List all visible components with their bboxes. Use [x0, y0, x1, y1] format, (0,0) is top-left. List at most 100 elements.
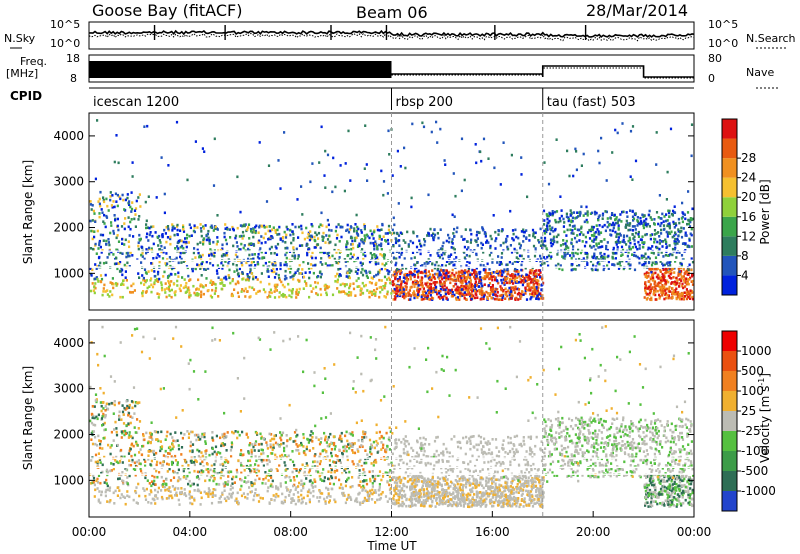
vl-cell-829	[327, 494, 330, 497]
pw-cell-3483	[687, 290, 690, 294]
pw-cell-3577	[660, 286, 663, 290]
pw-cell-2409	[397, 234, 401, 237]
vl-cell-378	[130, 435, 133, 438]
pw-cell-3634	[239, 210, 242, 214]
vl-cell-31	[174, 459, 178, 462]
pw-cell-3176	[650, 218, 653, 221]
pw-cell-2461	[491, 261, 494, 264]
pw-cell-2142	[464, 280, 467, 283]
vl-cell-913	[199, 503, 202, 506]
vl-cell-877	[327, 477, 330, 481]
vl-cell-307	[298, 468, 302, 472]
pw-cell-572	[126, 286, 129, 290]
pw-cell-2946	[591, 211, 594, 215]
vl-cell-138	[115, 455, 118, 459]
vl-cell-607	[371, 470, 374, 473]
pw-cell-238	[360, 238, 363, 241]
pw-cell-397	[113, 205, 116, 209]
pw-cell-3061	[600, 240, 603, 243]
vl-cell-551	[226, 495, 229, 499]
pw-cell-2028	[442, 272, 445, 276]
vl-cell-1056	[378, 486, 381, 489]
vl-cell-385	[93, 405, 96, 408]
pw-cell-2995	[616, 221, 619, 225]
pw-cell-2400	[476, 237, 479, 240]
pw-cell-1163	[311, 256, 314, 260]
pw-cell-827	[313, 235, 316, 239]
pw-cell-3200	[687, 222, 691, 226]
pw-cell-2423	[411, 251, 415, 254]
pw-cell-889	[255, 292, 258, 295]
pw-cell-1361	[196, 226, 199, 229]
pw-cell-2807	[551, 239, 554, 242]
pw-cell-2083	[496, 291, 499, 294]
pw-cell-2272	[475, 275, 478, 278]
pw-cell-2603	[487, 241, 490, 244]
pw-cell-987	[116, 193, 119, 197]
pw-cell-2802	[619, 241, 622, 244]
pw-cell-3439	[665, 296, 668, 300]
pw-cell-2957	[571, 268, 574, 271]
pw-cell-831	[373, 230, 376, 234]
vl-cell-651	[221, 491, 224, 495]
vl-cell-890	[272, 446, 275, 449]
pw-cell-58	[265, 225, 268, 229]
pw-cell-3149	[679, 230, 682, 233]
vl-cell-875	[356, 500, 359, 504]
vl-cell-37	[201, 432, 204, 436]
pw-cell-2840	[595, 242, 598, 246]
vl-cell-914	[362, 488, 365, 491]
vl-cell-702	[231, 482, 234, 485]
vl-cell-425	[92, 474, 95, 478]
vl-cell-309	[108, 500, 111, 504]
pw-cell-2250	[440, 269, 443, 272]
pw-cell-3850	[583, 220, 586, 224]
pw-cell-3	[242, 234, 245, 238]
vl-cell-827	[250, 456, 253, 459]
pw-cell-2591	[452, 232, 455, 235]
pw-cell-1158	[110, 250, 113, 254]
pw-cell-321	[194, 293, 197, 297]
pw-cell-2084	[512, 288, 515, 292]
pw-cell-2492	[517, 257, 520, 261]
pw-cell-3480	[678, 282, 681, 285]
pw-cell-2027	[511, 294, 514, 298]
pw-cell-236	[291, 254, 294, 258]
pw-cell-1889	[407, 291, 410, 294]
pw-cell-2894	[677, 230, 680, 233]
pw-cell-180	[98, 215, 101, 219]
pw-cell-385	[387, 276, 390, 280]
vl-cell-561	[306, 494, 309, 498]
pw-cell-1822	[467, 293, 470, 296]
vl-cell-584	[260, 448, 263, 452]
pw-cell-990	[296, 293, 300, 296]
vl-cell-666	[97, 434, 100, 438]
pw-cell-2215	[491, 284, 494, 287]
vl-cell-971	[209, 468, 212, 472]
pw-cell-169	[99, 245, 102, 249]
pw-cell-571	[384, 267, 387, 271]
pw-cell-3177	[578, 211, 581, 214]
pw-cell-3499	[683, 280, 686, 283]
pw-cell-1100	[285, 233, 288, 237]
pw-cell-208	[289, 233, 292, 237]
pw-cell-2275	[420, 278, 423, 282]
vl-cell-38	[377, 493, 381, 497]
pw-cell-2307	[484, 235, 487, 238]
pw-cell-801	[269, 237, 272, 241]
pw-cell-552	[127, 240, 130, 243]
pw-cell-614	[278, 278, 281, 282]
pw-cell-3815	[669, 127, 673, 131]
pw-cell-2448	[401, 263, 404, 267]
pw-cell-414	[212, 240, 215, 244]
pw-cell-2715	[621, 210, 624, 214]
pw-cell-2548	[452, 264, 455, 267]
pw-cell-2115	[486, 275, 489, 278]
pw-cell-3695	[470, 238, 473, 242]
pw-cell-2339	[405, 266, 408, 270]
pw-cell-3839	[404, 166, 407, 170]
pw-cell-1846	[444, 274, 447, 277]
pw-cell-109	[360, 264, 363, 268]
pw-cell-1098	[336, 233, 339, 237]
pw-cell-930	[107, 209, 110, 212]
